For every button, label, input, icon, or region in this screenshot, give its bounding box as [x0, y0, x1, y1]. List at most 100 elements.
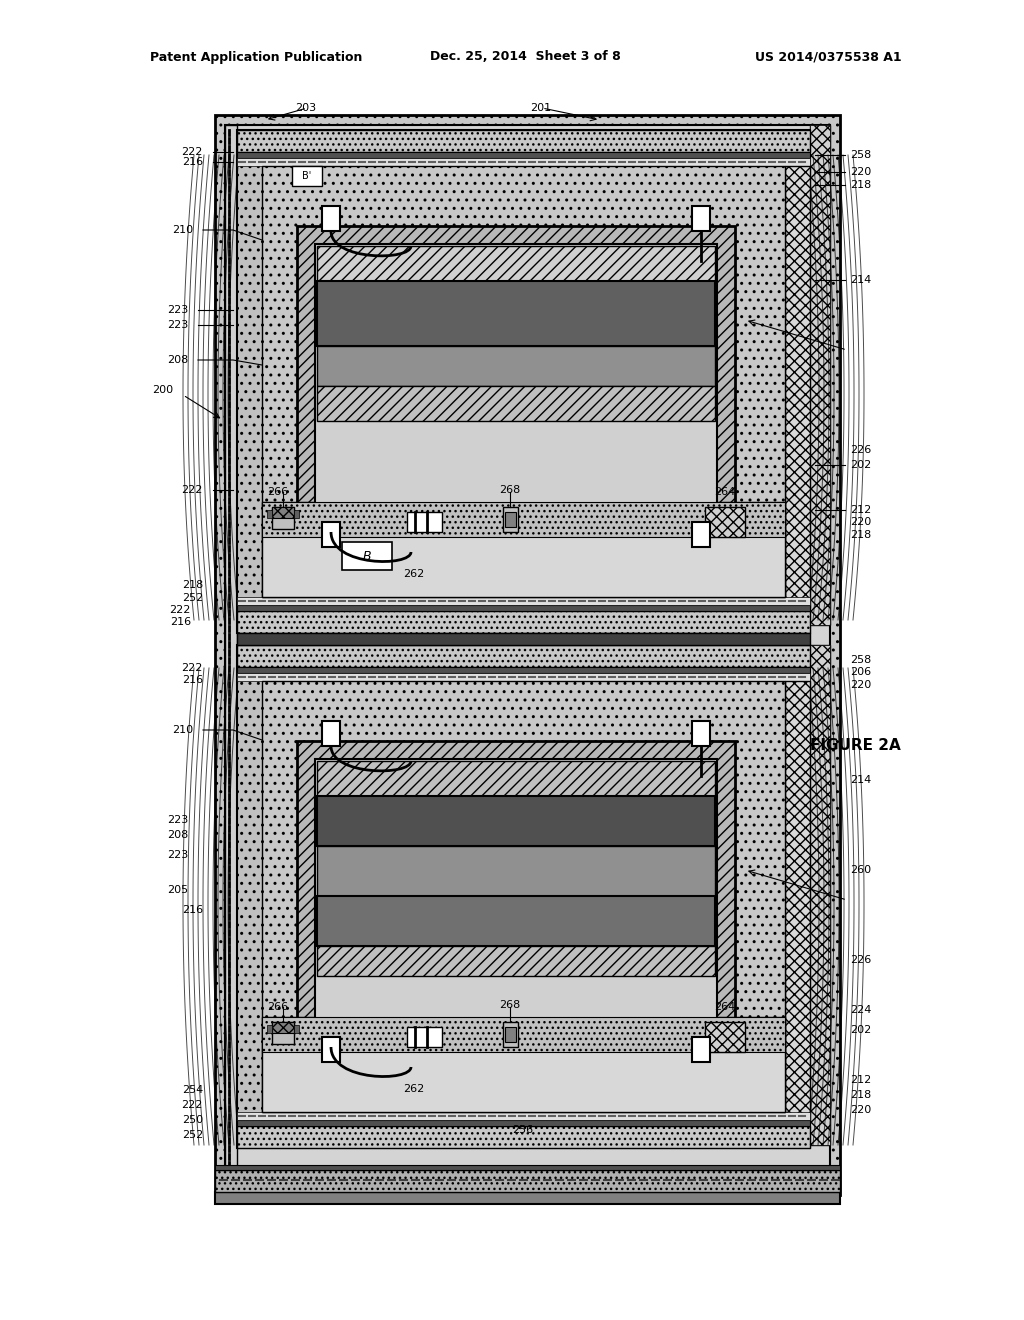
- Text: 201: 201: [530, 103, 551, 114]
- Bar: [262, 166, 785, 597]
- Text: 212: 212: [850, 506, 871, 515]
- Bar: [237, 1119, 810, 1126]
- Text: 214: 214: [850, 275, 871, 285]
- Bar: [692, 206, 710, 231]
- Text: 258: 258: [850, 150, 871, 160]
- Bar: [215, 1192, 840, 1204]
- Bar: [215, 115, 840, 1195]
- Bar: [317, 281, 715, 346]
- Text: 210: 210: [172, 224, 193, 235]
- Text: 206: 206: [850, 667, 871, 677]
- Text: 202: 202: [850, 459, 871, 470]
- Bar: [785, 166, 810, 609]
- Bar: [407, 512, 442, 532]
- Bar: [262, 502, 785, 597]
- Bar: [237, 611, 810, 634]
- Bar: [294, 510, 299, 517]
- Bar: [810, 125, 830, 624]
- Text: 252: 252: [181, 593, 203, 603]
- Text: 222: 222: [181, 484, 203, 495]
- Text: 222: 222: [181, 147, 203, 157]
- Bar: [267, 510, 272, 517]
- Bar: [322, 721, 340, 746]
- Bar: [692, 721, 710, 746]
- Bar: [810, 125, 830, 624]
- Bar: [315, 244, 717, 510]
- Text: 216: 216: [182, 906, 203, 915]
- Text: 262: 262: [403, 569, 425, 579]
- Bar: [237, 1126, 810, 1148]
- Text: 266: 266: [267, 487, 288, 498]
- Text: 212: 212: [850, 1074, 871, 1085]
- Bar: [262, 681, 785, 1111]
- Bar: [272, 507, 294, 517]
- Text: 220: 220: [850, 168, 871, 177]
- Bar: [262, 1016, 785, 1111]
- Bar: [317, 846, 715, 896]
- Text: 226: 226: [850, 445, 871, 455]
- Bar: [407, 1027, 442, 1047]
- Text: 260: 260: [850, 865, 871, 875]
- Bar: [705, 507, 745, 537]
- Bar: [705, 1022, 745, 1052]
- Text: 208: 208: [167, 355, 188, 366]
- Bar: [237, 158, 810, 166]
- Bar: [317, 385, 715, 421]
- Text: 218: 218: [850, 1090, 871, 1100]
- Bar: [505, 512, 516, 527]
- Text: 266: 266: [267, 1002, 288, 1012]
- Text: 268: 268: [500, 1001, 520, 1010]
- Bar: [237, 645, 810, 667]
- Bar: [317, 246, 715, 281]
- Text: 268: 268: [500, 484, 520, 495]
- Bar: [215, 1170, 840, 1192]
- Text: 258: 258: [850, 655, 871, 665]
- Text: 250: 250: [182, 1115, 203, 1125]
- Bar: [317, 346, 715, 385]
- Text: 252: 252: [181, 1130, 203, 1140]
- Bar: [262, 1016, 785, 1052]
- Bar: [237, 645, 810, 1148]
- Bar: [317, 762, 715, 796]
- Bar: [237, 667, 810, 673]
- Bar: [215, 1166, 840, 1170]
- Bar: [505, 1027, 516, 1041]
- Bar: [810, 645, 830, 1144]
- Text: 256: 256: [512, 1125, 534, 1135]
- Text: 202: 202: [850, 1026, 871, 1035]
- Bar: [503, 507, 518, 532]
- Bar: [272, 1022, 294, 1034]
- Text: 223: 223: [167, 305, 188, 315]
- Text: 264: 264: [715, 1002, 735, 1012]
- Bar: [785, 681, 810, 1123]
- Text: 262: 262: [403, 1084, 425, 1094]
- Text: 218: 218: [181, 579, 203, 590]
- Text: Patent Application Publication: Patent Application Publication: [150, 50, 362, 63]
- Text: 222: 222: [170, 605, 191, 615]
- Bar: [322, 521, 340, 546]
- Bar: [267, 1026, 272, 1034]
- Bar: [262, 502, 785, 537]
- Text: 203: 203: [295, 103, 316, 114]
- Bar: [294, 1026, 299, 1034]
- Text: 205: 205: [167, 884, 188, 895]
- Bar: [237, 605, 810, 611]
- Bar: [692, 1038, 710, 1063]
- Text: 208: 208: [167, 830, 188, 840]
- Text: 210: 210: [172, 725, 193, 735]
- Bar: [692, 521, 710, 546]
- Bar: [237, 634, 810, 645]
- Bar: [292, 166, 322, 186]
- Text: B': B': [302, 172, 311, 181]
- Bar: [317, 796, 715, 846]
- Text: US 2014/0375538 A1: US 2014/0375538 A1: [755, 50, 901, 63]
- Text: 220: 220: [850, 680, 871, 690]
- Bar: [297, 741, 735, 1041]
- Bar: [237, 673, 810, 681]
- Text: FIGURE 2A: FIGURE 2A: [810, 738, 901, 752]
- Bar: [272, 1022, 294, 1044]
- Bar: [237, 129, 810, 634]
- Text: 214: 214: [850, 775, 871, 785]
- Text: B: B: [362, 549, 372, 562]
- Bar: [225, 125, 237, 1185]
